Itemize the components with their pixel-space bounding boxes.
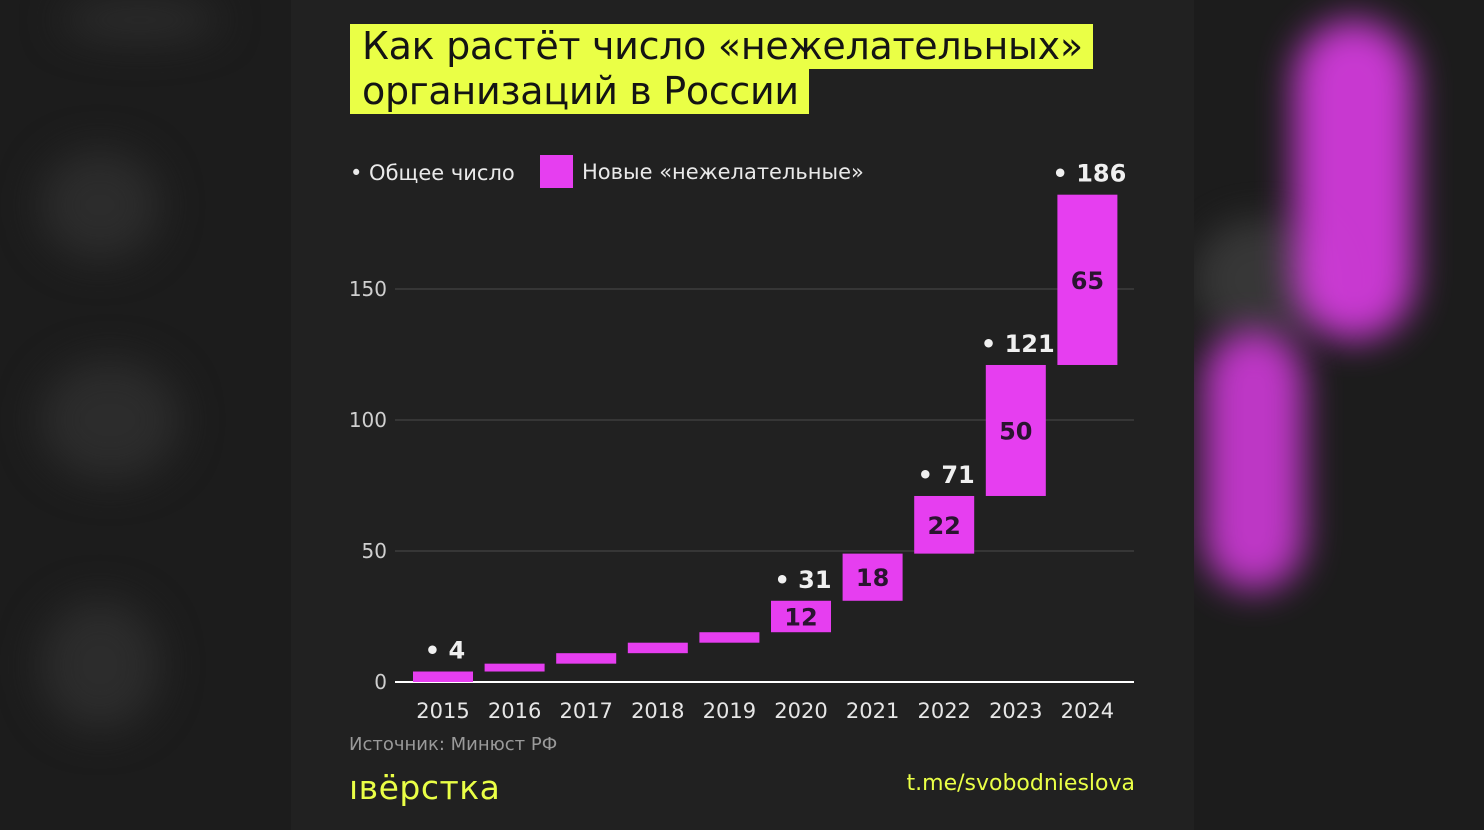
channel-link[interactable]: t.me/svobodnieslova [906,771,1135,796]
y-tick-label: 0 [374,670,387,694]
x-tick-label: 2024 [1061,699,1114,723]
bar-2015 [413,671,473,682]
bar-2022 [914,495,975,554]
total-value-label: • 186 [1053,160,1127,188]
blurred-right-background [1194,0,1484,830]
brand-logo: ıвёрстка [349,768,501,807]
bar-2023 [985,364,1046,496]
bar-2021 [842,553,903,601]
infographic-card: Как растёт число «нежелательных» организ… [291,0,1194,830]
total-value-label: • 4 [425,637,465,665]
bar-value-label: 22 [927,512,960,540]
legend-item-new: Новые «нежелательные» [540,155,864,188]
x-tick-label: 2017 [559,699,612,723]
legend-swatch [540,155,573,188]
blurred-left-background [0,0,291,830]
bar-value-label: 65 [1071,267,1104,295]
x-tick-label: 2015 [416,699,469,723]
total-value-label: • 121 [981,330,1055,358]
total-value-label: • 71 [918,461,975,489]
bar-2024 [1057,194,1118,365]
x-tick-label: 2018 [631,699,684,723]
bar-2019 [699,632,760,643]
bar-value-label: 12 [784,604,817,632]
x-tick-label: 2019 [703,699,756,723]
x-tick-label: 2021 [846,699,899,723]
bar-2018 [627,642,688,654]
chart-svg: 0 50 100 150 2015 • 4 2016 2017 2018 2019 2020 12 •… [349,160,1134,723]
y-tick-label: 50 [362,539,387,563]
source-note: Источник: Минюст РФ [349,734,558,755]
total-value-label: • 31 [774,566,831,594]
title-line-1: Как растёт число «нежелательных» [350,24,1093,69]
title-line-2: организаций в России [350,69,809,114]
bar-2017 [556,653,617,664]
x-tick-label: 2020 [774,699,827,723]
bar-2020 [771,600,831,633]
legend-total-label: • Общее число [350,161,515,185]
x-tick-label: 2023 [989,699,1042,723]
x-tick-label: 2022 [917,699,970,723]
bar-value-label: 50 [999,417,1032,445]
bar-value-label: 18 [856,564,889,592]
chart-title: Как растёт число «нежелательных» организ… [350,24,1093,114]
legend-item-total: • Общее число [350,161,515,185]
legend-new-label: Новые «нежелательные» [582,159,864,184]
y-tick-label: 100 [349,408,387,432]
y-tick-label: 150 [349,277,387,301]
x-tick-label: 2016 [488,699,541,723]
bar-2016 [484,663,545,672]
